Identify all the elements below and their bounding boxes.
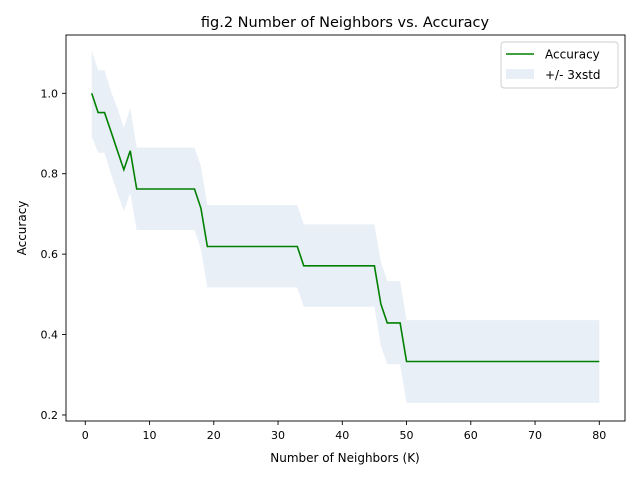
y-tick-label: 0.8 [41, 168, 59, 181]
x-tick-label: 80 [592, 429, 606, 442]
x-tick-label: 60 [464, 429, 478, 442]
x-axis-label: Number of Neighbors (K) [270, 451, 420, 465]
x-tick-label: 20 [207, 429, 221, 442]
legend-band-swatch [506, 69, 534, 79]
x-axis-ticks: 0 10 20 30 40 50 60 70 80 [82, 421, 606, 442]
y-tick-label: 1.0 [41, 87, 59, 100]
y-tick-label: 0.4 [41, 329, 59, 342]
legend-accuracy-label: Accuracy [545, 48, 600, 62]
x-tick-label: 30 [271, 429, 285, 442]
y-axis-label: Accuracy [15, 201, 29, 256]
x-tick-label: 10 [143, 429, 157, 442]
std-band [91, 50, 600, 403]
y-tick-label: 0.2 [41, 409, 59, 422]
plot-area [90, 50, 600, 403]
x-tick-label: 0 [82, 429, 89, 442]
x-tick-label: 70 [528, 429, 542, 442]
legend: Accuracy +/- 3xstd [500, 41, 619, 89]
x-tick-label: 40 [335, 429, 349, 442]
chart-title: fig.2 Number of Neighbors vs. Accuracy [201, 15, 490, 31]
legend-band-label: +/- 3xstd [545, 68, 601, 82]
x-tick-label: 50 [400, 429, 414, 442]
y-tick-label: 0.6 [41, 248, 59, 261]
plot-frame [65, 34, 626, 422]
y-axis-ticks: 0.2 0.4 0.6 0.8 1.0 [41, 87, 66, 422]
accuracy-line [90, 93, 600, 363]
